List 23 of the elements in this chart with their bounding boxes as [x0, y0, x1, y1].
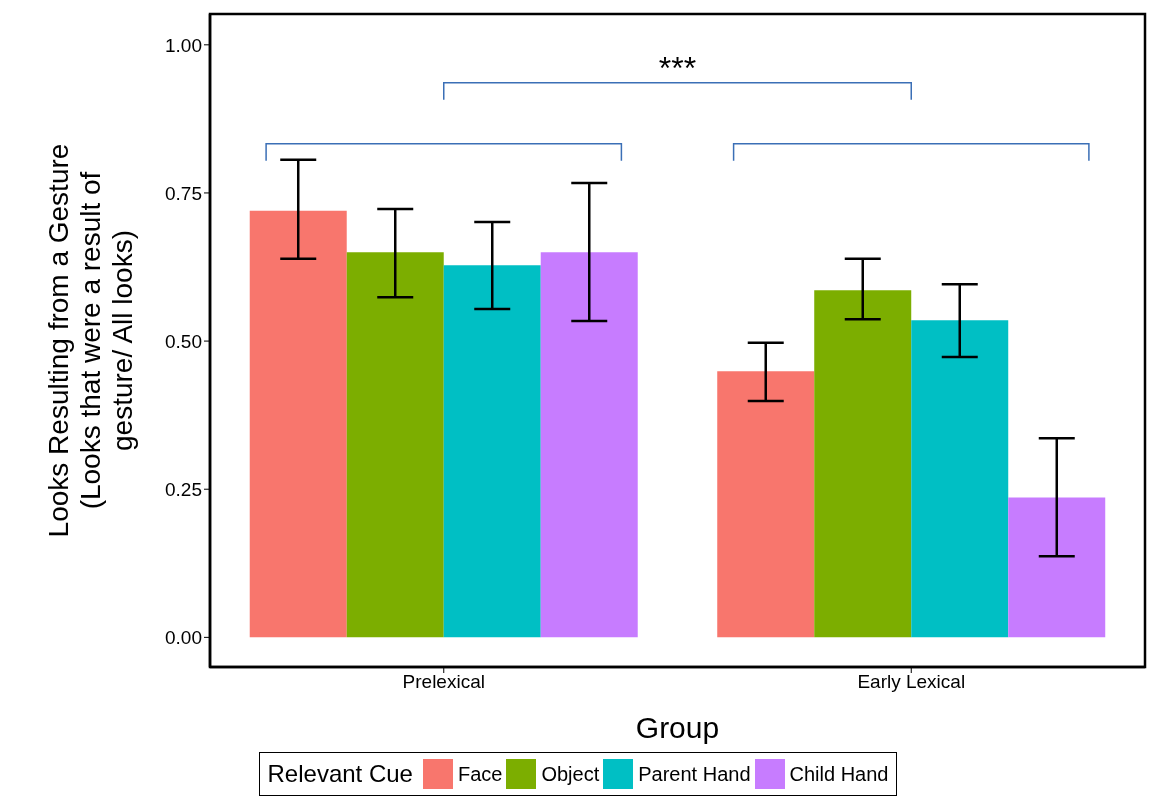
y-axis-title: Looks Resulting from a Gesture (Looks that were a result of gesture/ All looks) [43, 143, 138, 538]
x-axis-title: Group [635, 711, 720, 744]
y-tick-label: 0.00 [165, 627, 202, 649]
y-tick-label: 0.50 [165, 330, 202, 352]
x-tick-label: Prelexical [402, 671, 485, 693]
annotation: *** [658, 49, 697, 86]
legend-label: Child Hand [789, 762, 889, 786]
bar [346, 252, 444, 638]
bar [911, 320, 1009, 638]
y-tick-label: 1.00 [165, 34, 202, 56]
x-tick-label: Early Lexical [857, 671, 966, 693]
legend-label: Object [541, 762, 600, 786]
legend-label: Face [457, 762, 503, 786]
bar [540, 252, 638, 638]
bar [717, 371, 815, 638]
bar [249, 210, 347, 638]
bar [814, 290, 912, 638]
legend-title: Relevant Cue [267, 760, 413, 788]
y-tick-label: 0.25 [165, 478, 202, 500]
bar [443, 265, 541, 638]
y-tick-label: 0.75 [165, 182, 202, 204]
bar [1008, 497, 1106, 638]
legend-label: Parent Hand [638, 762, 751, 786]
